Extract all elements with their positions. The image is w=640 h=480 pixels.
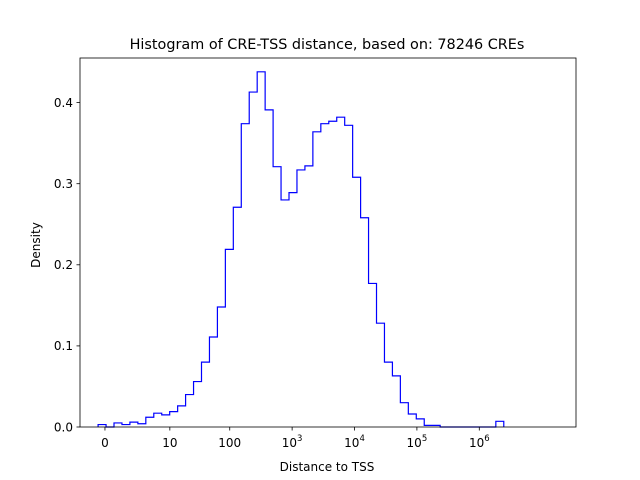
- y-tick-label: 0.4: [54, 96, 73, 110]
- x-tick-label: 104: [344, 434, 365, 450]
- x-tick-label: 10: [162, 436, 177, 450]
- x-tick-label: 103: [282, 434, 303, 450]
- x-axis-label: Distance to TSS: [280, 460, 375, 474]
- histogram-step-line: [97, 71, 505, 428]
- y-tick-label: 0.1: [54, 339, 73, 353]
- y-axis-label: Density: [29, 222, 43, 268]
- y-tick-label: 0.0: [54, 420, 73, 434]
- axes-frame: [79, 57, 577, 428]
- y-axis: 0.0 0.1 0.2 0.3 0.4: [54, 96, 80, 434]
- x-axis: 0 10 100 103 104 105 106: [101, 427, 490, 450]
- x-tick-label: 106: [469, 434, 490, 450]
- x-tick-label: 0: [101, 436, 109, 450]
- x-tick-label: 105: [407, 434, 428, 450]
- x-tick-label: 100: [218, 436, 241, 450]
- plot-area: [97, 71, 505, 428]
- chart-title: Histogram of CRE-TSS distance, based on:…: [130, 37, 525, 53]
- y-tick-label: 0.2: [54, 258, 73, 272]
- y-tick-label: 0.3: [54, 177, 73, 191]
